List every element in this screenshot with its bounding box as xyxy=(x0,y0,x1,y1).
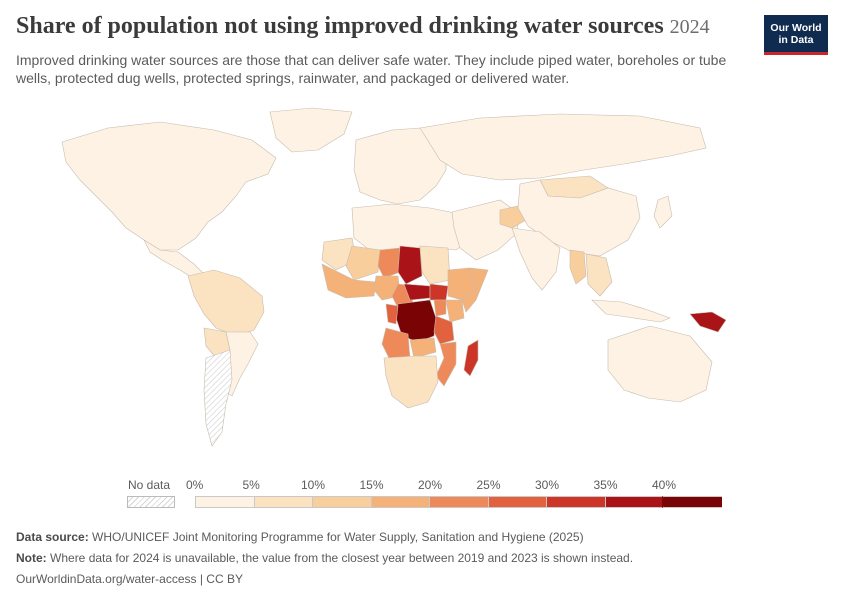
logo-line-1: Our World xyxy=(770,21,822,34)
region-mozambique[interactable] xyxy=(435,341,457,387)
legend-arrow-icon xyxy=(662,496,670,508)
region-kenya[interactable] xyxy=(445,299,465,323)
chart-footer: Data source: WHO/UNICEF Joint Monitoring… xyxy=(16,527,633,590)
legend-tick-label-5: 25% xyxy=(476,478,501,492)
legend-bin-0[interactable] xyxy=(195,496,254,508)
title-year: 2024 xyxy=(669,16,710,38)
legend-tick-label-3: 15% xyxy=(359,478,384,492)
region-madagascar[interactable] xyxy=(463,339,479,377)
source-text[interactable]: WHO/UNICEF Joint Monitoring Programme fo… xyxy=(92,530,584,544)
region-northern-south-america[interactable] xyxy=(187,269,265,337)
region-south-asia[interactable] xyxy=(511,227,561,291)
world-map-svg xyxy=(61,107,727,447)
legend-tick-label-6: 30% xyxy=(535,478,560,492)
region-chad[interactable] xyxy=(397,245,423,285)
region-afghanistan[interactable] xyxy=(499,205,527,229)
region-west-africa[interactable] xyxy=(321,263,377,299)
region-south-sudan[interactable] xyxy=(429,283,449,301)
legend-bin-2[interactable] xyxy=(312,496,371,508)
note-text: Where data for 2024 is unavailable, the … xyxy=(50,551,634,565)
region-north-africa[interactable] xyxy=(351,203,471,253)
region-papua-new-guinea[interactable] xyxy=(689,311,727,333)
region-congo[interactable] xyxy=(385,303,399,325)
region-niger[interactable] xyxy=(377,247,401,279)
region-zambia[interactable] xyxy=(409,337,437,359)
chart-subtitle: Improved drinking water sources are thos… xyxy=(16,52,727,86)
legend-bin-3[interactable] xyxy=(370,496,429,508)
legend-bin-5[interactable] xyxy=(487,496,546,508)
legend-tick-label-1: 5% xyxy=(242,478,260,492)
legend-bin-1[interactable] xyxy=(253,496,312,508)
source-row: Data source: WHO/UNICEF Joint Monitoring… xyxy=(16,527,633,548)
footer-link[interactable]: OurWorldinData.org/water-access | CC BY xyxy=(16,572,243,586)
region-sudan[interactable] xyxy=(419,245,451,285)
region-europe[interactable] xyxy=(353,127,447,205)
color-legend: No data 0% 5% 10% 15% 20% 25% 30% 35% 40% xyxy=(0,474,850,514)
region-uganda[interactable] xyxy=(433,299,447,317)
region-china[interactable] xyxy=(517,179,641,257)
region-southern-africa[interactable] xyxy=(383,355,439,409)
region-mali[interactable] xyxy=(345,245,381,281)
legend-tick-label-8: 40% xyxy=(652,478,677,492)
region-tanzania[interactable] xyxy=(433,315,455,345)
legend-nodata-swatch[interactable] xyxy=(127,496,175,508)
title-text: Share of population not using improved d… xyxy=(16,13,664,39)
region-japan[interactable] xyxy=(653,195,673,229)
region-north-america[interactable] xyxy=(61,121,277,251)
legend-bin-4[interactable] xyxy=(429,496,488,508)
region-myanmar[interactable] xyxy=(569,249,587,285)
note-label: Note: xyxy=(16,551,47,565)
owid-logo[interactable]: Our World in Data xyxy=(764,15,828,55)
region-somalia[interactable] xyxy=(461,267,489,313)
world-map xyxy=(0,100,850,470)
legend-bin-6[interactable] xyxy=(546,496,605,508)
legend-tick-label-0: 0% xyxy=(186,478,204,492)
region-russia[interactable] xyxy=(419,113,707,181)
region-argentina[interactable] xyxy=(203,349,233,447)
note-row: Note: Where data for 2024 is unavailable… xyxy=(16,548,633,569)
source-label: Data source: xyxy=(16,530,89,544)
legend-bin-7[interactable] xyxy=(604,496,663,508)
region-southeast-asia[interactable] xyxy=(585,253,613,297)
region-indonesia[interactable] xyxy=(591,299,671,323)
chart-header: Share of population not using improved d… xyxy=(16,10,756,87)
logo-line-2: in Data xyxy=(778,33,814,46)
legend-tick-label-2: 10% xyxy=(301,478,326,492)
legend-nodata-label: No data xyxy=(128,478,171,492)
legend-tick-label-4: 20% xyxy=(418,478,443,492)
chart-title: Share of population not using improved d… xyxy=(16,10,756,43)
region-australia[interactable] xyxy=(607,325,713,403)
region-greenland[interactable] xyxy=(269,107,353,153)
legend-tick-label-7: 35% xyxy=(593,478,618,492)
